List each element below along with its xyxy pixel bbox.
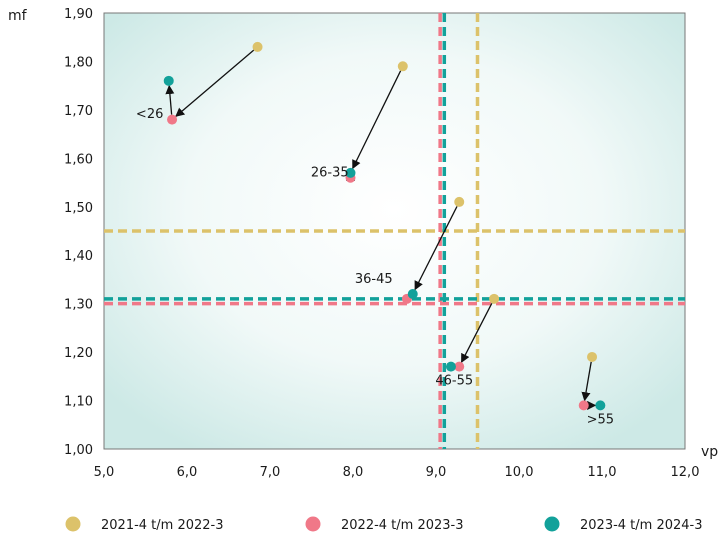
group-label-2: 36-45 bbox=[355, 272, 393, 287]
y-tick-label-8: 1,80 bbox=[64, 55, 93, 70]
group-label-0: <26 bbox=[136, 107, 163, 122]
data-point-s2-3 bbox=[445, 361, 456, 372]
data-point-s1-3 bbox=[454, 361, 465, 372]
legend-marker-2 bbox=[544, 516, 560, 532]
group-label-3: 46-55 bbox=[435, 374, 473, 389]
legend-marker-1 bbox=[305, 516, 321, 532]
data-point-s0-3 bbox=[489, 293, 500, 304]
arrow-0-0 bbox=[175, 49, 255, 117]
x-axis-label: vp bbox=[701, 444, 718, 460]
axis-ticks: 5,0 6,0 7,0 8,0 9,0 10,0 11,0 12,0 1,00 1,10 1,20 1… bbox=[64, 7, 699, 480]
legend: 2021-4 t/m 2022-3 2022-4 t/m 2023-3 2023-4… bbox=[65, 516, 703, 533]
y-tick-label-3: 1,30 bbox=[64, 298, 93, 313]
x-tick-label-7: 12,0 bbox=[671, 465, 700, 480]
x-tick-label-5: 10,0 bbox=[505, 465, 534, 480]
data-point-s2-4 bbox=[595, 400, 606, 411]
data-points bbox=[163, 41, 606, 411]
x-tick-label-4: 9,0 bbox=[426, 465, 447, 480]
arrow-4-0 bbox=[581, 361, 592, 402]
y-tick-label-2: 1,20 bbox=[64, 346, 93, 361]
y-tick-label-6: 1,60 bbox=[64, 152, 93, 167]
x-tick-label-1: 6,0 bbox=[177, 465, 198, 480]
y-tick-label-7: 1,70 bbox=[64, 104, 93, 119]
y-tick-label-9: 1,90 bbox=[64, 7, 93, 22]
group-label-1: 26-35 bbox=[311, 165, 349, 180]
x-tick-label-6: 11,0 bbox=[588, 465, 617, 480]
group-labels: <26 26-35 36-45 46-55 >55 bbox=[136, 107, 614, 427]
data-point-s0-4 bbox=[587, 351, 598, 362]
legend-label-0: 2021-4 t/m 2022-3 bbox=[101, 518, 224, 533]
group-label-4: >55 bbox=[587, 412, 614, 427]
legend-marker-0 bbox=[65, 516, 81, 532]
arrow-2-0 bbox=[414, 206, 458, 291]
data-point-s2-0 bbox=[163, 75, 174, 86]
legend-label-2: 2023-4 t/m 2024-3 bbox=[580, 518, 703, 533]
data-point-s2-1 bbox=[345, 167, 356, 178]
arrow-1-0 bbox=[352, 70, 402, 170]
x-tick-label-0: 5,0 bbox=[94, 465, 115, 480]
data-point-s2-2 bbox=[407, 288, 418, 299]
data-point-s1-4 bbox=[578, 400, 589, 411]
data-point-s0-2 bbox=[454, 196, 465, 207]
y-tick-label-5: 1,50 bbox=[64, 201, 93, 216]
data-point-s0-1 bbox=[397, 61, 408, 72]
y-tick-label-1: 1,10 bbox=[64, 395, 93, 410]
y-tick-label-0: 1,00 bbox=[64, 443, 93, 458]
data-point-s1-0 bbox=[167, 114, 178, 125]
arrow-0-1 bbox=[165, 84, 175, 115]
arrow-3-0 bbox=[460, 302, 493, 364]
y-tick-label-4: 1,40 bbox=[64, 249, 93, 264]
y-axis-label: mf bbox=[8, 8, 28, 24]
x-tick-label-3: 8,0 bbox=[343, 465, 364, 480]
data-point-s0-0 bbox=[252, 41, 263, 52]
x-tick-label-2: 7,0 bbox=[260, 465, 281, 480]
legend-label-1: 2022-4 t/m 2023-3 bbox=[341, 518, 464, 533]
